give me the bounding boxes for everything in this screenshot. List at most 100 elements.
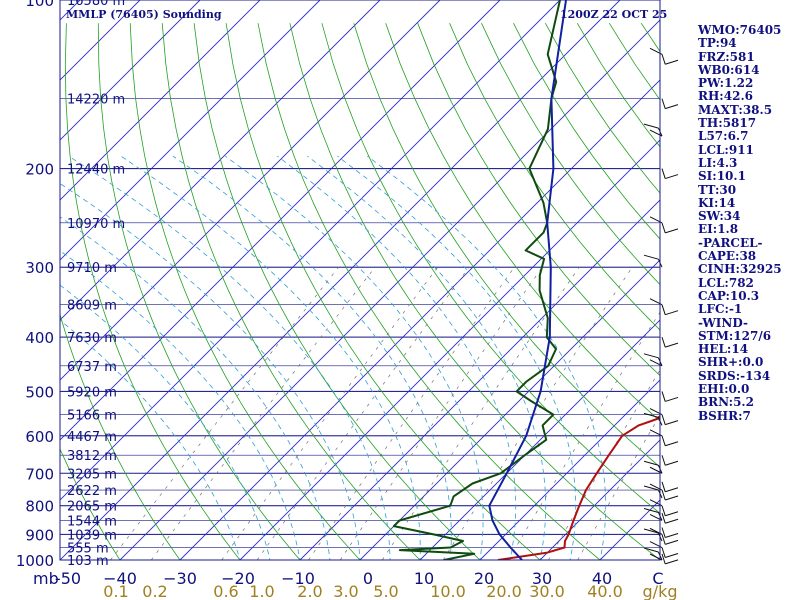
wind-barb-staff [661,435,666,446]
plot-frame [59,0,661,561]
mixing-ratio-label: 1.0 [249,582,274,600]
stat-item: SI:10.1 [698,169,746,184]
wind-barb-flag [643,460,659,466]
wind-barb-flag [665,553,679,559]
wind-barb-staff [661,527,666,538]
isotherm-line [60,0,381,321]
isotherm-line [60,0,261,201]
mixing-ratio-label: 0.1 [103,582,128,600]
height-label: 103 m [67,554,109,569]
temperature-tick-label: -50 [55,569,81,588]
mixing-ratio-line [110,266,339,560]
height-label: 4467 m [67,430,117,445]
height-label: 7630 m [67,331,117,346]
wind-barb-staff [661,553,666,564]
pressure-label: 800 [25,498,54,516]
stat-item: RH:42.6 [698,89,753,104]
wind-barb-flag [665,511,679,517]
chart-date: 1200Z 22 OCT 25 [560,8,668,21]
wind-barb [661,98,679,110]
wind-barb-staff [661,481,666,492]
moist-adiabat [120,155,421,560]
height-label: 2622 m [67,484,117,499]
wind-barb-flag [665,539,679,545]
stat-item: CINH:32925 [698,262,782,277]
wind-barb-flag [665,228,679,234]
stat-item: SRDS:-134 [698,368,771,383]
height-label: 1544 m [67,514,117,529]
isotherm-line [60,0,501,441]
wind-barb-flag [665,495,679,501]
pressure-label: 700 [25,465,54,483]
temperature-line [497,414,660,560]
wind-barb-staff [661,222,666,233]
stat-item: CAP:10.3 [698,288,760,303]
mixing-ratio-label: 40.0 [587,582,623,600]
isotherm-line [359,259,660,560]
stat-item: STM:127/6 [698,328,772,343]
wind-barb [661,481,679,493]
temperature-tick-label: 40 [592,569,612,588]
temperature-tick-label: 30 [532,569,552,588]
wind-barb [661,168,679,180]
isotherm-line [60,0,201,141]
temperature-tick-label: −10 [281,569,315,588]
stat-item: WB0:614 [698,62,760,77]
temperature-tick-label: −20 [221,569,255,588]
stat-item: PW:1.22 [698,76,754,91]
wind-barb-staff [661,98,666,109]
chart-title: MMLP (76405) Sounding [66,8,222,21]
moist-adiabat [60,284,271,560]
stat-item: EHI:0.0 [698,382,750,397]
wind-barb-flag [665,342,679,348]
dry-adiabat [225,23,541,560]
temperature-tick-label: 0 [363,569,373,588]
mixing-ratio-line [308,266,515,560]
wind-barb-staff [661,414,666,425]
stat-item: TH:5817 [698,116,757,131]
dry-adiabat [449,23,660,331]
mixing-ratio-label: 30.0 [529,582,565,600]
dry-adiabat [129,23,361,560]
wind-barb-flag [665,104,679,110]
temperature-tick-label: C [652,569,663,588]
mixing-ratio-line [221,266,438,560]
wind-barb [661,337,679,348]
isotherm-line [60,0,441,381]
height-label: 14220 m [67,93,125,108]
wind-barb-staff [661,547,666,558]
moist-adiabat [337,155,577,560]
mixing-ratio-label: 3.0 [333,582,358,600]
wind-barb-flag [665,559,679,565]
moist-adiabat [60,216,331,560]
parcel-line [488,0,567,560]
wind-barb-flag [665,310,679,316]
wind-barb-flag [643,123,659,129]
wind-barb-flag [665,59,679,65]
mixing-ratio-line [151,266,376,560]
pressure-label: 300 [25,259,54,277]
stat-item: KI:14 [698,195,736,210]
pressure-label: 400 [25,329,54,347]
height-label: 16580 m [67,0,125,9]
stat-item: SHR+:0.0 [698,355,764,370]
wind-barb [661,391,679,402]
moist-adiabat [60,319,241,560]
wind-barb-staff [661,168,666,179]
wind-barb-staff [661,505,666,516]
moist-adiabat [367,155,607,560]
height-label: 3812 m [67,449,117,464]
wind-barb-staff [661,54,666,65]
moist-adiabat [60,250,301,560]
stat-item: HEL:14 [698,342,749,357]
dry-adiabat [257,23,601,560]
wind-barb-staff [661,489,666,501]
moist-adiabat [224,155,484,560]
stat-item: TP:94 [698,36,737,51]
plot-background [60,0,660,560]
isotherm-line [419,319,660,560]
temperature-tick-label: 10 [414,569,434,588]
stat-item: TT:30 [698,182,737,197]
dry-adiabat [64,23,241,560]
